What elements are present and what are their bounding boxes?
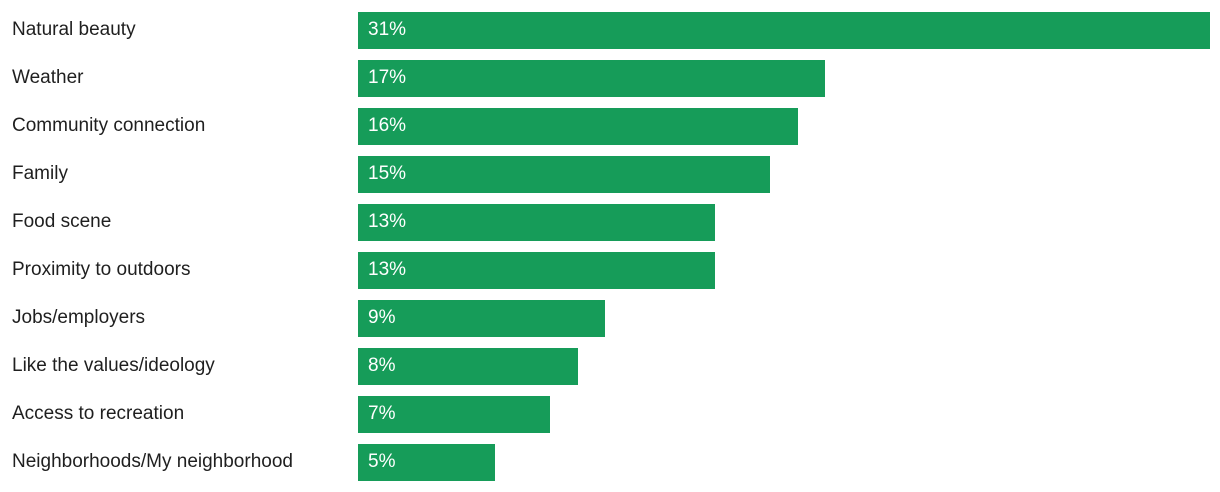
category-label: Proximity to outdoors — [12, 259, 191, 280]
bar: 9% — [358, 299, 606, 337]
bar-track: 15% — [358, 155, 1210, 193]
bar-row: Community connection 16% — [0, 102, 1220, 150]
value-label: 8% — [368, 355, 396, 376]
bar: 15% — [358, 155, 771, 193]
bar-track: 13% — [358, 203, 1210, 241]
bar-track: 9% — [358, 299, 1210, 337]
value-label: 5% — [368, 451, 396, 472]
bar: 31% — [358, 11, 1210, 49]
bar-track: 5% — [358, 443, 1210, 481]
bar: 17% — [358, 59, 826, 97]
value-label: 17% — [368, 67, 407, 88]
value-label: 15% — [368, 163, 407, 184]
bar-row: Natural beauty 31% — [0, 6, 1220, 54]
value-label: 16% — [368, 115, 407, 136]
bar-row: Family 15% — [0, 150, 1220, 198]
bar: 16% — [358, 107, 798, 145]
bar-track: 7% — [358, 395, 1210, 433]
bar-row: Neighborhoods/My neighborhood 5% — [0, 438, 1220, 486]
value-label: 31% — [368, 19, 407, 40]
bar: 8% — [358, 347, 578, 385]
bar-track: 16% — [358, 107, 1210, 145]
bar-row: Jobs/employers 9% — [0, 294, 1220, 342]
bar: 13% — [358, 251, 716, 289]
category-label: Like the values/ideology — [12, 355, 215, 376]
category-label: Food scene — [12, 211, 112, 232]
category-label: Natural beauty — [12, 19, 136, 40]
category-label: Neighborhoods/My neighborhood — [12, 451, 293, 472]
bar: 13% — [358, 203, 716, 241]
bar-row: Like the values/ideology 8% — [0, 342, 1220, 390]
bar-track: 17% — [358, 59, 1210, 97]
category-label: Access to recreation — [12, 403, 185, 424]
category-label: Family — [12, 163, 68, 184]
bar-track: 13% — [358, 251, 1210, 289]
value-label: 13% — [368, 211, 407, 232]
value-label: 9% — [368, 307, 396, 328]
category-label: Jobs/employers — [12, 307, 146, 328]
category-label: Weather — [12, 67, 84, 88]
bar: 7% — [358, 395, 551, 433]
bar: 5% — [358, 443, 496, 481]
bar-row: Food scene 13% — [0, 198, 1220, 246]
bar-row: Proximity to outdoors 13% — [0, 246, 1220, 294]
value-label: 13% — [368, 259, 407, 280]
bar-track: 8% — [358, 347, 1210, 385]
bar-track: 31% — [358, 11, 1210, 49]
value-label: 7% — [368, 403, 396, 424]
category-label: Community connection — [12, 115, 206, 136]
bar-row: Weather 17% — [0, 54, 1220, 102]
bar-row: Access to recreation 7% — [0, 390, 1220, 438]
